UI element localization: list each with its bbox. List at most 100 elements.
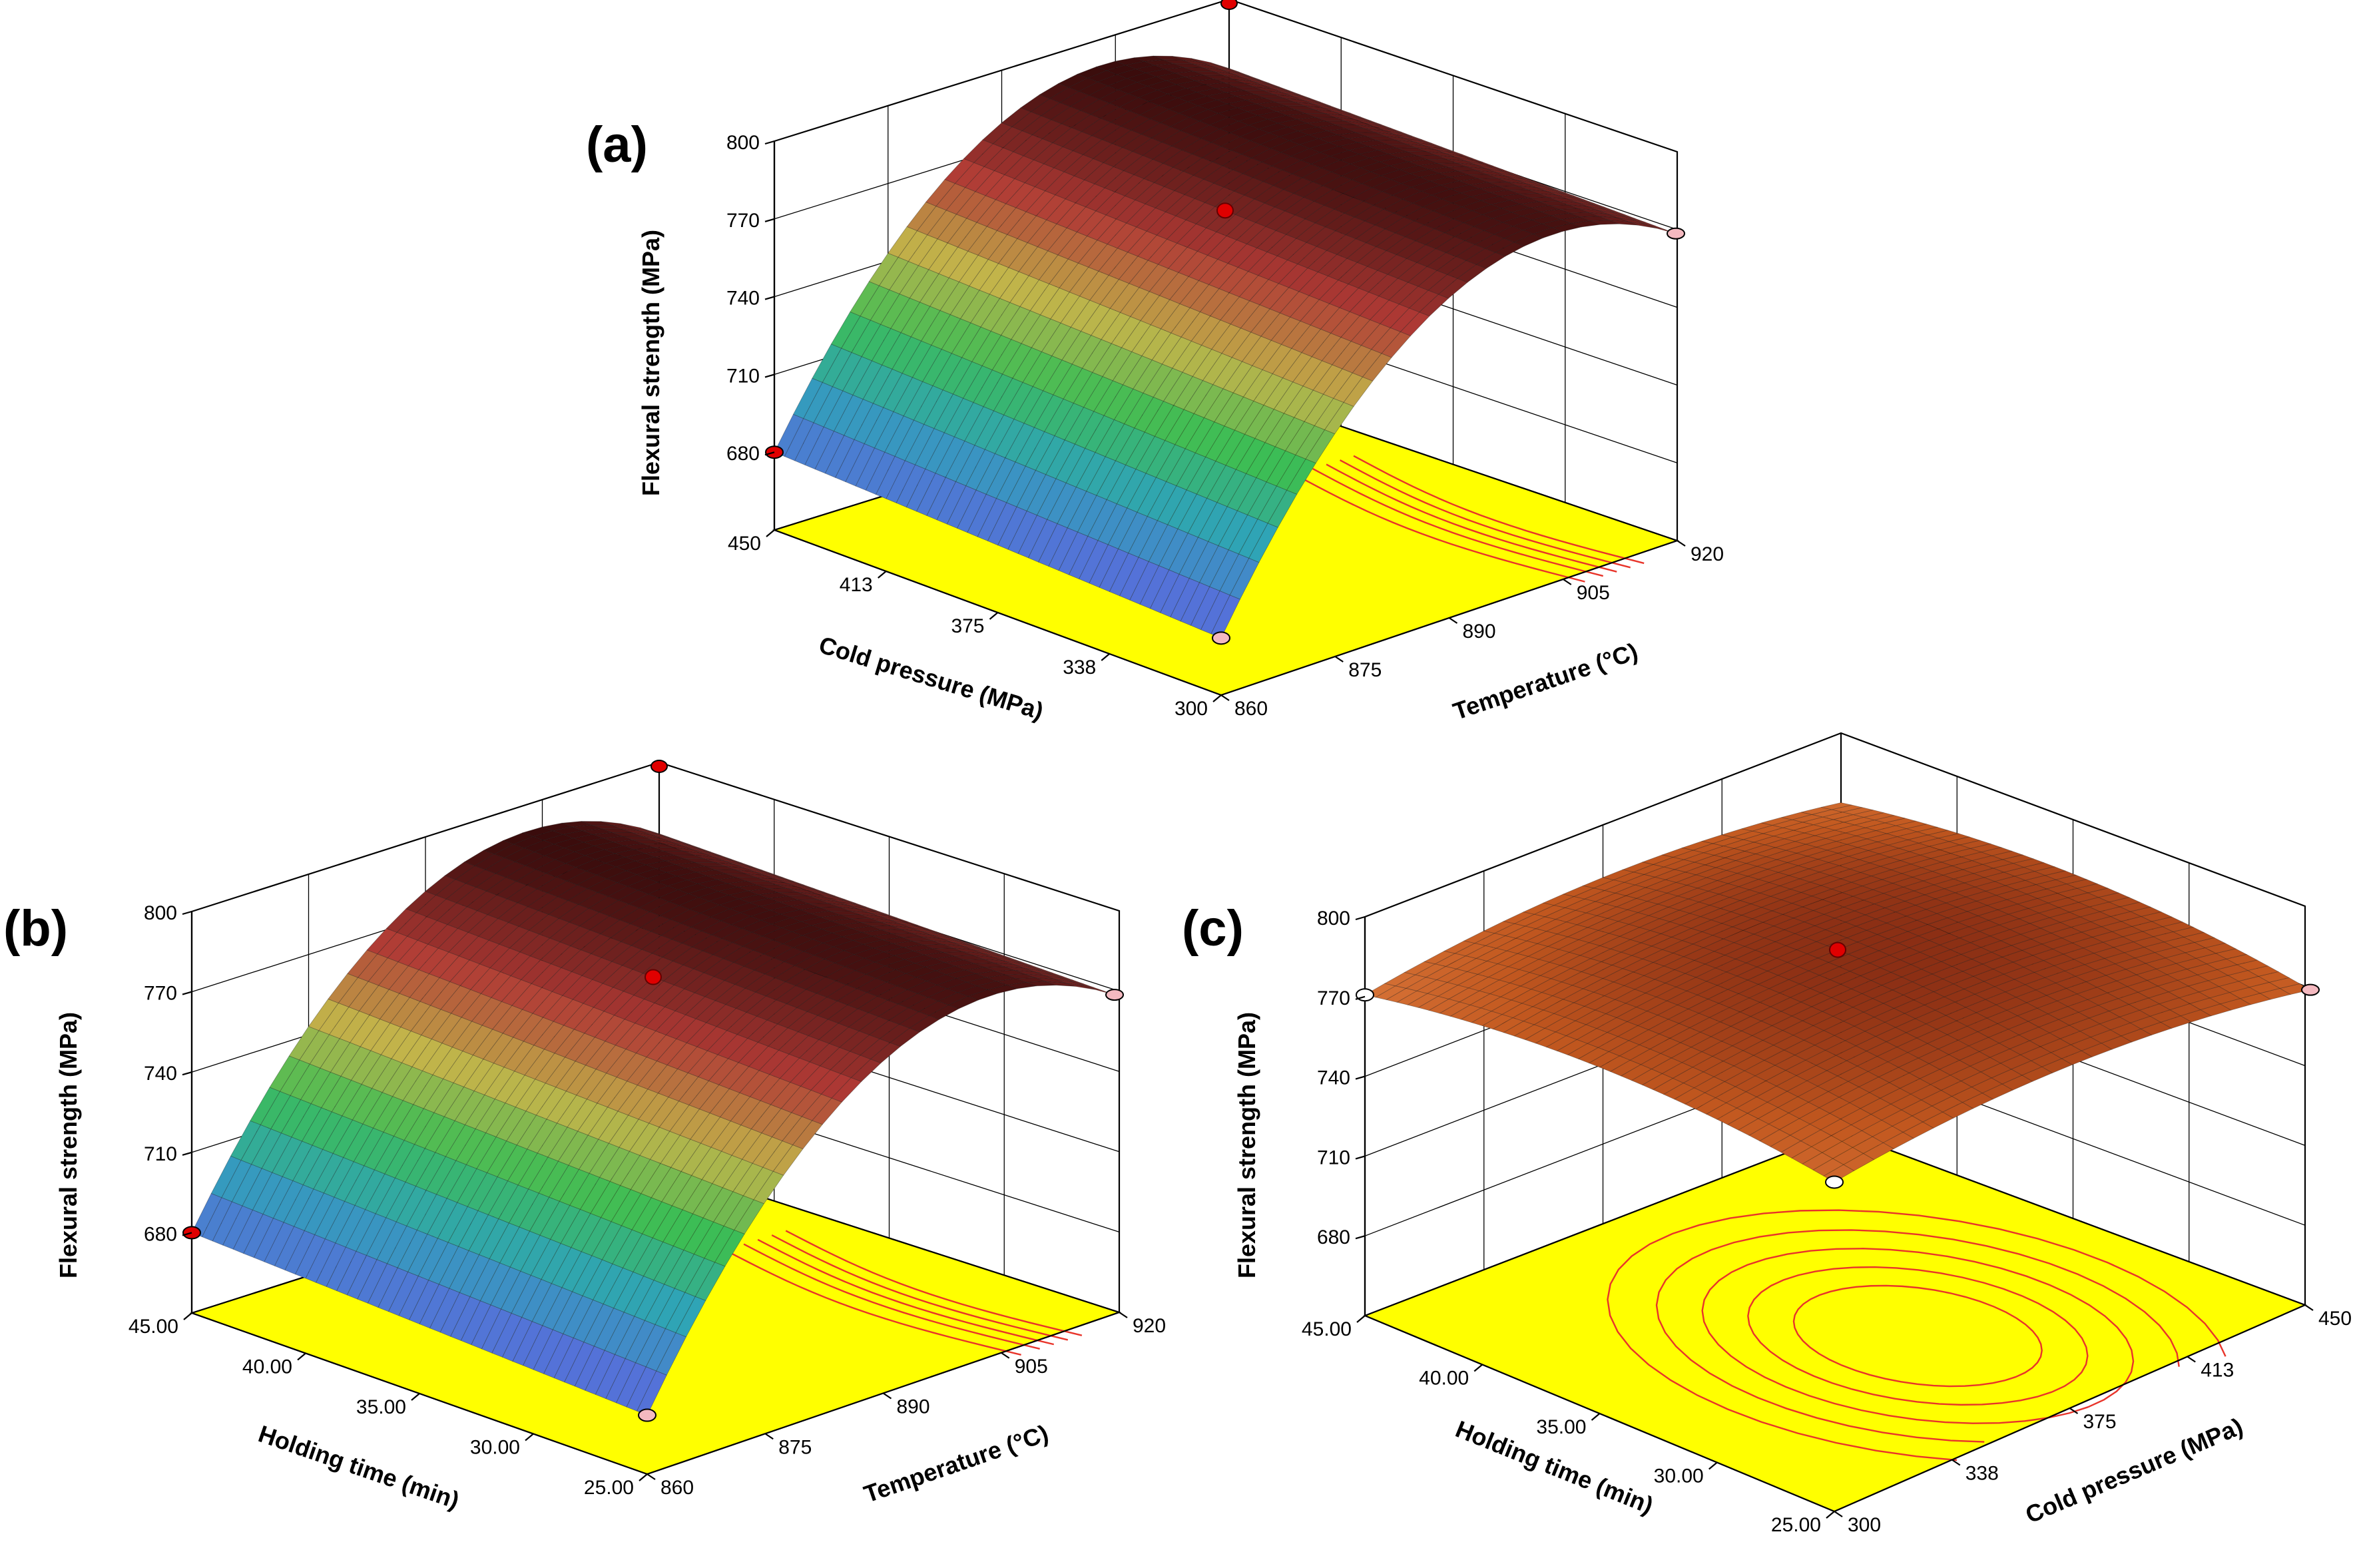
z-axis-title: Flexural strength (MPa): [55, 1012, 82, 1278]
x-tick-label: 45.00: [129, 1316, 178, 1338]
surface-group: [774, 55, 1677, 639]
y-axis-title: Cold pressure (MPa): [2021, 1412, 2246, 1529]
z-tick-label: 800: [726, 132, 760, 154]
contour-line: [1747, 1266, 2089, 1406]
x-tick-label: 35.00: [1536, 1416, 1586, 1438]
surface-cell: [1372, 123, 1402, 132]
surface-cell: [1210, 62, 1240, 73]
z-tick-label: 740: [144, 1063, 177, 1085]
y-tick-label: 920: [1133, 1315, 1166, 1337]
surface-cell: [1443, 148, 1473, 159]
design-point: [1212, 631, 1230, 645]
surface-cell: [1063, 978, 1095, 988]
panel-label: (b): [3, 900, 68, 957]
contour-line: [1339, 459, 1631, 569]
y-tick-mark: [1448, 617, 1458, 624]
surface-cell: [1392, 130, 1422, 140]
x-tick-label: 35.00: [356, 1396, 406, 1418]
y-tick-mark: [882, 1392, 892, 1400]
z-tick-mark: [764, 451, 775, 456]
x-axis-title: Cold pressure (MPa): [816, 631, 1047, 725]
x-tick-label: 45.00: [1302, 1318, 1352, 1340]
z-tick-label: 710: [1317, 1147, 1350, 1169]
contour-line: [1792, 1284, 2043, 1388]
x-tick-mark: [1101, 653, 1110, 661]
surface-cell: [1352, 115, 1382, 125]
y-tick-label: 890: [897, 1396, 930, 1418]
z-tick-mark: [182, 991, 192, 995]
x-tick-label: 338: [1063, 656, 1096, 678]
z-tick-label: 710: [144, 1143, 177, 1165]
x-tick-mark: [1356, 1315, 1366, 1323]
x-tick-mark: [1212, 694, 1222, 702]
y-tick-mark: [1563, 579, 1572, 585]
surface-cell: [1033, 967, 1063, 977]
design-point: [638, 1408, 656, 1422]
z-gridline: [774, 0, 1678, 152]
surface-cell: [991, 952, 1022, 962]
contour-line: [1294, 473, 1585, 583]
x-tick-mark: [1591, 1413, 1601, 1421]
surface-cell: [1514, 175, 1544, 185]
x-tick-mark: [525, 1433, 534, 1441]
design-point: [645, 969, 662, 985]
surface-cell: [712, 853, 742, 864]
z-tick-mark: [182, 1071, 192, 1076]
y-tick-mark: [2187, 1356, 2196, 1363]
z-tick-mark: [1355, 915, 1366, 921]
surface-cell: [701, 849, 732, 860]
y-tick-mark: [1834, 1511, 1843, 1517]
x-tick-label: 300: [1175, 698, 1208, 720]
z-tick-label: 740: [726, 288, 760, 310]
surface-cell: [1362, 119, 1392, 129]
y-tick-mark: [1001, 1352, 1010, 1359]
contour-line: [1353, 455, 1645, 565]
surface-cell: [939, 934, 970, 944]
z-tick-mark: [764, 374, 775, 378]
z-tick-label: 710: [726, 365, 760, 387]
z-axis-title: Flexural strength (MPa): [637, 230, 664, 496]
surface-cell: [981, 949, 1011, 959]
surface-cell: [1043, 971, 1073, 981]
x-tick-label: 40.00: [1419, 1368, 1469, 1390]
x-tick-label: 375: [951, 615, 984, 637]
contour-line: [1607, 1209, 2227, 1461]
surface-cell: [1636, 220, 1666, 230]
z-tick-mark: [1355, 1235, 1366, 1240]
x-tick-label: 30.00: [1654, 1465, 1704, 1487]
z-tick-label: 680: [144, 1223, 177, 1245]
y-tick-label: 890: [1463, 621, 1496, 643]
design-point: [1667, 227, 1685, 240]
z-tick-label: 740: [1317, 1067, 1350, 1089]
z-tick-label: 800: [1317, 908, 1350, 929]
surface-cell: [1074, 981, 1105, 991]
y-tick-mark: [1677, 540, 1686, 547]
z-tick-label: 770: [144, 983, 177, 1005]
surface-cell: [1291, 92, 1321, 103]
z-tick-label: 800: [144, 902, 177, 924]
surface-cell: [1525, 179, 1555, 189]
surface-cell: [929, 930, 959, 940]
contour-line: [1326, 463, 1617, 573]
surface-cell: [1301, 96, 1331, 107]
y-tick-label: 375: [2083, 1411, 2117, 1433]
surface-cell: [1453, 152, 1483, 162]
surface-cell: [960, 941, 991, 951]
y-tick-label: 413: [2201, 1360, 2234, 1382]
y-tick-mark: [1220, 694, 1230, 701]
y-tick-label: 338: [1966, 1463, 1999, 1485]
contour-line: [724, 1249, 1021, 1356]
surface-cell: [722, 856, 753, 867]
contour-group: [1607, 1209, 2227, 1461]
x-tick-label: 25.00: [1771, 1514, 1821, 1536]
z-tick-mark: [182, 910, 192, 915]
x-tick-mark: [1826, 1511, 1835, 1519]
design-point: [1105, 989, 1124, 1001]
z-tick-mark: [764, 140, 775, 145]
x-tick-label: 30.00: [470, 1437, 520, 1459]
y-tick-label: 875: [778, 1436, 812, 1458]
z-tick-mark: [182, 1232, 192, 1236]
x-tick-mark: [411, 1393, 420, 1401]
x-tick-label: 450: [728, 533, 761, 555]
